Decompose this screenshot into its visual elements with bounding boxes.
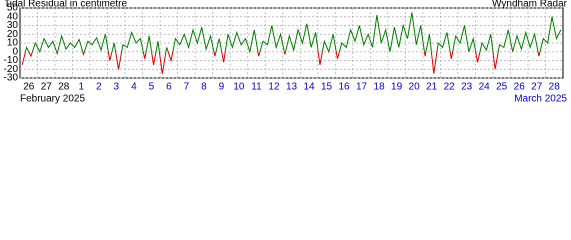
x-tick-label: 3 (114, 82, 120, 93)
x-tick-label: 27 (531, 82, 543, 93)
y-tick-label: 40 (7, 11, 19, 22)
x-tick-label: 14 (303, 82, 315, 93)
x-tick-label: 25 (496, 82, 508, 93)
x-tick-label: 7 (184, 82, 190, 93)
month-label: February 2025 (20, 94, 85, 105)
x-tick-label: 6 (166, 82, 172, 93)
x-tick-label: 18 (374, 82, 386, 93)
x-tick-label: 24 (479, 82, 491, 93)
x-tick-label: 9 (219, 82, 225, 93)
x-tick-label: 8 (201, 82, 207, 93)
x-tick-label: 23 (461, 82, 473, 93)
x-tick-label: 11 (251, 82, 262, 93)
y-tick-label: -10 (4, 55, 19, 66)
x-tick-label: 15 (321, 82, 333, 93)
month-label: March 2025 (514, 94, 567, 105)
chart-subtitle: Wyndham Radar (492, 0, 568, 10)
y-tick-label: 30 (7, 20, 19, 31)
x-tick-label: 22 (444, 82, 456, 93)
x-tick-label: 19 (391, 82, 403, 93)
x-tick-label: 17 (356, 82, 368, 93)
x-tick-label: 13 (286, 82, 298, 93)
y-tick-label: -20 (4, 64, 19, 75)
x-tick-label: 4 (131, 82, 137, 93)
x-tick-label: 16 (338, 82, 350, 93)
x-tick-label: 20 (409, 82, 421, 93)
y-tick-label: 50 (7, 3, 19, 14)
x-tick-label: 26 (514, 82, 526, 93)
x-tick-label: 1 (79, 82, 85, 93)
chart-title: Tidal Residual in centimetre (4, 0, 127, 10)
x-tick-label: 26 (23, 82, 35, 93)
x-tick-label: 12 (268, 82, 280, 93)
x-tick-label: 10 (233, 82, 245, 93)
x-tick-label: 28 (58, 82, 70, 93)
y-tick-label: -30 (4, 73, 19, 84)
chart: Tidal Residual in centimetre Wyndham Rad… (4, 0, 568, 105)
x-tick-label: 27 (41, 82, 53, 93)
y-tick-label: 0 (12, 46, 18, 57)
y-tick-label: 20 (7, 29, 19, 40)
x-tick-label: 21 (426, 82, 438, 93)
x-tick-label: 28 (549, 82, 561, 93)
x-tick-label: 2 (96, 82, 102, 93)
residual-line-positive (24, 12, 562, 52)
y-tick-label: 10 (7, 38, 19, 49)
x-tick-label: 5 (149, 82, 155, 93)
